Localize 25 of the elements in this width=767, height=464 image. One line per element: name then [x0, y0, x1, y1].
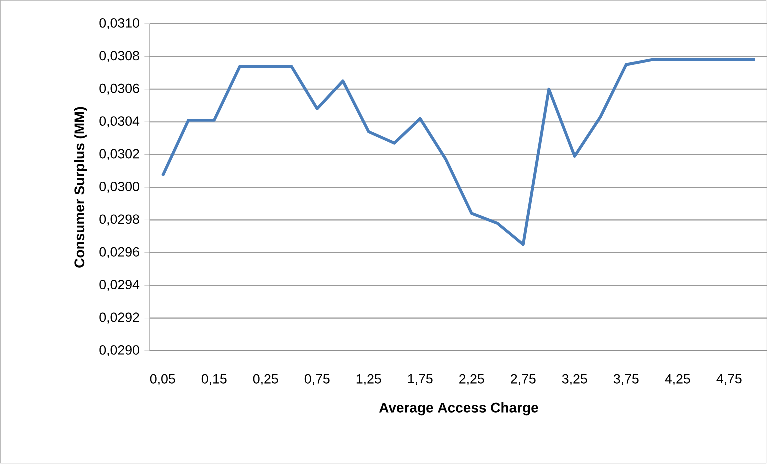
x-tick-label: 1,25	[356, 374, 382, 386]
y-tick-label: 0,0292	[100, 312, 140, 324]
x-axis-title: Average Access Charge	[379, 402, 538, 416]
y-tick-label: 0,0304	[100, 116, 140, 128]
x-tick-label: 2,25	[460, 374, 484, 386]
y-tick-label: 0,0310	[100, 18, 140, 30]
y-tick-label: 0,0300	[100, 182, 140, 194]
x-tick-label: 4,75	[716, 374, 742, 386]
y-axis-title: Consumer Surplus (MM)	[74, 107, 88, 268]
y-tick-label: 0,0306	[100, 84, 140, 95]
y-tick-label: 0,0302	[100, 149, 140, 160]
y-tick-label: 0,0294	[100, 280, 140, 292]
x-tick-label: 0,05	[150, 374, 176, 386]
x-tick-label: 1,75	[408, 374, 433, 386]
x-tick-label: 0,25	[253, 374, 278, 386]
y-tick-label: 0,0290	[100, 345, 140, 357]
x-tick-label: 0,15	[202, 374, 227, 386]
x-tick-label: 2,75	[511, 374, 536, 386]
x-tick-label: 4,25	[665, 374, 690, 386]
x-tick-label: 0,75	[304, 374, 330, 386]
x-tick-label: 3,75	[614, 374, 639, 386]
x-tick-label: 3,25	[562, 374, 588, 386]
y-tick-label: 0,0298	[100, 214, 140, 226]
y-tick-label: 0,0308	[100, 51, 140, 62]
y-tick-label: 0,0296	[100, 247, 140, 258]
